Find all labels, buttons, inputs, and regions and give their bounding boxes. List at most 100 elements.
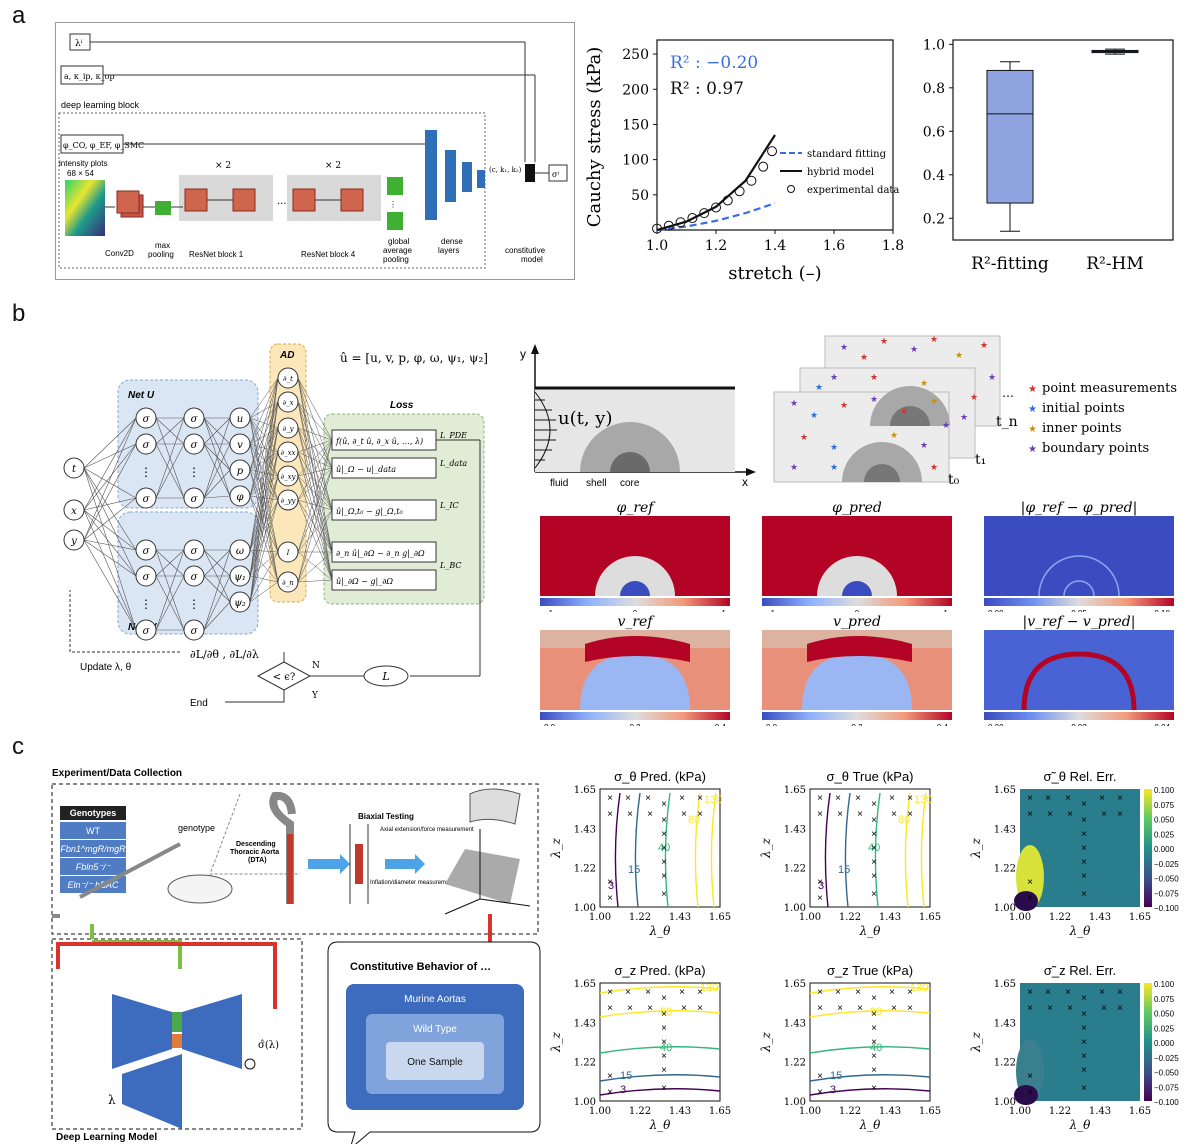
hidden-node-label: σ	[191, 414, 199, 425]
loss-term-box	[331, 457, 437, 479]
contour-xtick: 1.00	[589, 912, 611, 923]
sample-cross: ×	[1065, 987, 1071, 998]
input-node	[63, 529, 85, 551]
sigma-output: σⁱ	[552, 170, 559, 179]
genotype-label: WT	[86, 826, 100, 836]
colorbar	[762, 712, 952, 720]
dl-block-title: deep learning block	[61, 100, 140, 110]
pinn-edge	[297, 551, 333, 581]
pinn-edge	[297, 427, 333, 511]
contour-level-label: 15	[628, 864, 640, 876]
contour-level-label: 80	[870, 1006, 882, 1018]
pinn-edge	[297, 509, 333, 583]
input-node-label: x	[71, 506, 77, 517]
sample-cross: ×	[1081, 843, 1087, 854]
contour-ytick: 1.65	[994, 979, 1016, 990]
err-colorbar-tick: 0.075	[1154, 801, 1175, 810]
dl-model-title: Deep Learning Model	[56, 1132, 157, 1143]
sample-cross: ×	[607, 1087, 613, 1098]
flow-u-label: u(t, y)	[558, 408, 612, 429]
loss-label: Loss	[390, 400, 414, 411]
field-map-0: φ_ref −1 0 1	[540, 500, 730, 612]
err-colorbar-tick: −0.075	[1154, 889, 1179, 898]
sample-cross: ×	[661, 871, 667, 882]
contour-line	[809, 1074, 931, 1082]
x2-label-a: × 2	[215, 161, 231, 171]
sample-point: ★	[790, 463, 798, 473]
shell-label: shell	[586, 478, 607, 489]
sample-cross: ×	[891, 809, 897, 820]
sample-cross: ×	[1101, 809, 1107, 820]
contour-level-label: 3	[620, 1084, 626, 1096]
pinn-edge	[83, 417, 137, 469]
contour-title: σ_z True (kPa)	[827, 963, 913, 978]
pinn-edge	[297, 551, 333, 583]
sample-point: ★	[830, 463, 838, 473]
genotype-label: Eln⁻/⁻ hBAC	[67, 880, 119, 890]
sample-point: ★	[988, 373, 996, 383]
pinn-edge	[297, 475, 333, 581]
sample-cross: ×	[871, 799, 877, 810]
contour-line	[634, 792, 641, 908]
svg-text:···: ···	[277, 199, 287, 210]
check-text: < ϵ?	[273, 672, 296, 683]
sample-cross: ×	[1099, 793, 1105, 804]
err-ring	[1038, 555, 1120, 597]
contour-level-label: 130	[910, 982, 928, 994]
err-jet	[1021, 651, 1137, 711]
pinn-edge	[297, 509, 333, 553]
contour-line	[664, 792, 671, 908]
sample-cross: ×	[607, 1003, 613, 1014]
mouse-illustration	[167, 874, 233, 904]
contour-xtick: 1.43	[879, 1106, 901, 1117]
sample-cross: ×	[661, 1051, 667, 1062]
sample-cross: ×	[1027, 877, 1033, 888]
pinn-edge	[83, 467, 137, 499]
pinn-edge	[83, 509, 137, 631]
contour-level-label: 130	[700, 982, 718, 994]
ad-node	[277, 541, 299, 563]
pinn-edge	[297, 439, 333, 453]
err-ring-inner	[1063, 580, 1095, 597]
pinn-edge	[297, 475, 333, 511]
sample-cross: ×	[1027, 1087, 1033, 1098]
colorbar-tick: −1	[544, 609, 554, 612]
colorbar	[540, 598, 730, 606]
contour-level-label: 3	[818, 880, 824, 892]
contour-level-label: 40	[658, 842, 670, 854]
pinn-edge	[83, 497, 137, 511]
loss-term-expr: û|_Ω,t₀ − g|_Ω,t₀	[336, 507, 403, 516]
sample-cross: ×	[697, 987, 703, 998]
sample-cross: ×	[817, 893, 823, 904]
experimental-data-point	[734, 186, 745, 197]
hidden-node-label: σ	[143, 440, 151, 451]
sample-cross: ×	[1047, 809, 1053, 820]
experimental-data-point	[767, 146, 778, 157]
sample-cross: ×	[1099, 987, 1105, 998]
box-ytick-label: 0.8	[923, 81, 945, 97]
hidden-node	[183, 619, 205, 641]
stress-xtick-label: 1.2	[705, 238, 727, 254]
r2-box-chart: 0.2 0.4 0.6 0.8 1.0 R²-fitting R²-HM	[923, 37, 1174, 274]
contour-grid: σ_θ Pred. (kPa) 3 15 40 80 130 × × × × × × × × × × × × × × ×…	[550, 765, 1186, 1147]
colorbar-tick: 0.10	[1154, 609, 1170, 612]
pinn-edge	[297, 427, 333, 469]
sample-cross: ×	[1045, 793, 1051, 804]
err-colorbar-tick: 0.100	[1154, 786, 1175, 795]
label-maxpool-1: max	[155, 241, 170, 250]
flow-axis-x: x	[742, 475, 748, 489]
ad-label: AD	[279, 350, 294, 361]
contour-line	[904, 792, 911, 908]
contour-level-label: 15	[620, 1070, 632, 1082]
ad-node	[277, 441, 299, 463]
contour-xtick: 1.43	[879, 912, 901, 923]
colorbar-tick: 0.2	[851, 723, 863, 726]
pinn-edge	[83, 539, 137, 631]
sample-cross: ×	[837, 809, 843, 820]
pinn-edge	[83, 443, 137, 469]
sigma-output-c: σ̂(λ)	[258, 1040, 279, 1051]
shell-region	[580, 422, 680, 472]
box-plot-area	[952, 39, 1174, 241]
sample-point: ★	[790, 399, 798, 409]
contour-xtick: 1.22	[629, 1106, 651, 1117]
